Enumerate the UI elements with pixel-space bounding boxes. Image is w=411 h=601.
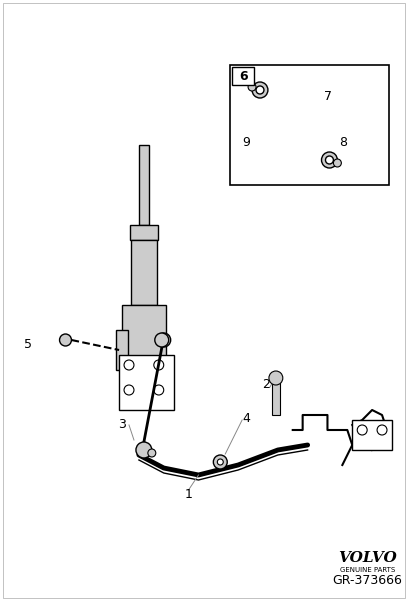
Circle shape [60, 334, 72, 346]
Bar [131, 240, 157, 305]
Circle shape [357, 425, 367, 435]
Circle shape [154, 385, 164, 395]
Circle shape [269, 371, 283, 385]
Circle shape [155, 333, 169, 347]
Circle shape [213, 455, 227, 469]
Circle shape [326, 156, 333, 164]
Circle shape [377, 425, 387, 435]
Text: 2: 2 [262, 379, 270, 391]
Text: 4: 4 [242, 412, 250, 424]
Text: 5: 5 [24, 338, 32, 352]
Circle shape [333, 159, 342, 167]
Text: 7: 7 [324, 91, 332, 103]
Bar [116, 330, 128, 370]
Circle shape [124, 385, 134, 395]
Bar [119, 355, 174, 410]
Circle shape [124, 360, 134, 370]
Bar [130, 225, 158, 240]
Text: 9: 9 [242, 136, 250, 150]
Circle shape [148, 449, 156, 457]
Circle shape [217, 459, 223, 465]
Bar [232, 67, 254, 85]
Bar [122, 305, 166, 360]
Circle shape [157, 333, 171, 347]
Circle shape [248, 83, 256, 91]
Circle shape [252, 82, 268, 98]
Circle shape [136, 442, 152, 458]
Bar [139, 145, 149, 225]
Text: VOLVO: VOLVO [338, 551, 397, 565]
Bar [230, 65, 389, 185]
Circle shape [321, 152, 337, 168]
Text: GENUINE PARTS: GENUINE PARTS [339, 567, 395, 573]
Text: 1: 1 [185, 489, 192, 501]
Text: 8: 8 [339, 136, 347, 150]
Text: 3: 3 [118, 418, 126, 432]
Circle shape [256, 86, 264, 94]
Text: GR-373666: GR-373666 [332, 575, 402, 588]
Bar [352, 420, 392, 450]
Bar [272, 380, 280, 415]
Text: 6: 6 [239, 70, 247, 82]
Circle shape [154, 360, 164, 370]
